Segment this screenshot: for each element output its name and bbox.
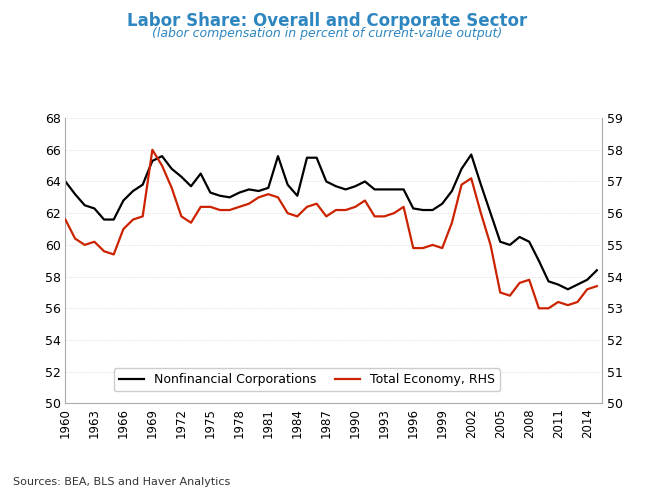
Nonfinancial Corporations — [361, 179, 369, 184]
Nonfinancial Corporations — [468, 152, 475, 157]
Nonfinancial Corporations — [564, 286, 572, 292]
Total Economy, RHS — [419, 245, 427, 251]
Text: Labor Share: Overall and Corporate Sector: Labor Share: Overall and Corporate Secto… — [127, 12, 527, 31]
Total Economy, RHS — [264, 191, 272, 197]
Nonfinancial Corporations — [390, 186, 398, 192]
Line: Nonfinancial Corporations: Nonfinancial Corporations — [65, 154, 597, 289]
Nonfinancial Corporations — [71, 191, 79, 197]
Nonfinancial Corporations — [254, 188, 262, 194]
Nonfinancial Corporations — [61, 179, 69, 184]
Total Economy, RHS — [371, 214, 379, 219]
Text: (labor compensation in percent of current-value output): (labor compensation in percent of curren… — [152, 27, 502, 40]
Total Economy, RHS — [477, 210, 485, 216]
Line: Total Economy, RHS: Total Economy, RHS — [65, 150, 597, 308]
Total Economy, RHS — [535, 306, 543, 311]
Total Economy, RHS — [148, 147, 156, 153]
Legend: Nonfinancial Corporations, Total Economy, RHS: Nonfinancial Corporations, Total Economy… — [114, 369, 500, 392]
Nonfinancial Corporations — [477, 182, 485, 187]
Text: Sources: BEA, BLS and Haver Analytics: Sources: BEA, BLS and Haver Analytics — [13, 477, 230, 487]
Nonfinancial Corporations — [593, 267, 601, 273]
Nonfinancial Corporations — [409, 206, 417, 212]
Total Economy, RHS — [71, 236, 79, 242]
Total Economy, RHS — [400, 204, 407, 210]
Total Economy, RHS — [61, 216, 69, 222]
Total Economy, RHS — [593, 283, 601, 289]
